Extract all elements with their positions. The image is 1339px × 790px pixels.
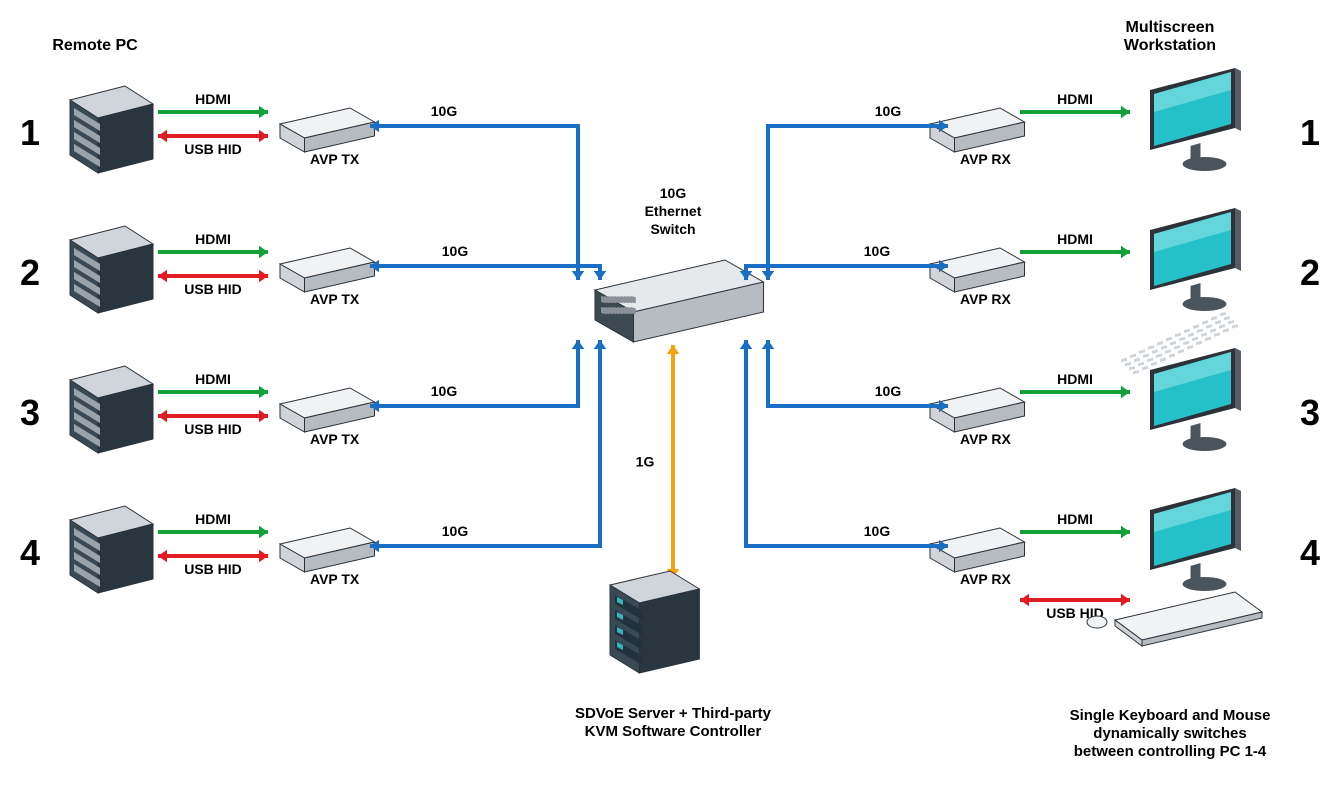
svg-text:10G: 10G (431, 383, 458, 399)
svg-text:10G: 10G (442, 243, 469, 259)
svg-text:AVP RX: AVP RX (960, 291, 1011, 307)
svg-text:dynamically switches: dynamically switches (1093, 725, 1246, 742)
svg-text:HDMI: HDMI (195, 91, 231, 107)
svg-text:10G: 10G (875, 383, 902, 399)
row-num-right-2: 2 (1300, 252, 1320, 293)
svg-text:HDMI: HDMI (1057, 511, 1093, 527)
svg-text:Workstation: Workstation (1124, 37, 1216, 54)
svg-text:HDMI: HDMI (1057, 371, 1093, 387)
svg-text:USB HID: USB HID (184, 561, 242, 577)
title-right: Multiscreen (1126, 19, 1215, 36)
svg-text:USB HID: USB HID (184, 421, 242, 437)
svg-text:AVP TX: AVP TX (310, 431, 360, 447)
svg-text:SDVoE Server + Third-party: SDVoE Server + Third-party (575, 705, 772, 722)
svg-text:between controlling PC 1-4: between controlling PC 1-4 (1074, 743, 1267, 760)
svg-text:USB HID: USB HID (184, 281, 242, 297)
svg-text:1G: 1G (636, 454, 655, 470)
svg-text:AVP TX: AVP TX (310, 291, 360, 307)
svg-text:HDMI: HDMI (195, 231, 231, 247)
mouse-icon (1087, 616, 1107, 628)
svg-text:KVM Software Controller: KVM Software Controller (585, 723, 762, 740)
svg-text:10G: 10G (442, 523, 469, 539)
svg-text:Remote PC: Remote PC (52, 37, 138, 54)
svg-text:Ethernet: Ethernet (645, 203, 702, 219)
svg-text:10G: 10G (660, 185, 687, 201)
svg-text:HDMI: HDMI (195, 511, 231, 527)
svg-text:HDMI: HDMI (1057, 91, 1093, 107)
svg-text:10G: 10G (864, 243, 891, 259)
svg-text:AVP RX: AVP RX (960, 151, 1011, 167)
svg-text:10G: 10G (431, 103, 458, 119)
svg-text:AVP RX: AVP RX (960, 571, 1011, 587)
svg-text:AVP RX: AVP RX (960, 431, 1011, 447)
svg-text:HDMI: HDMI (195, 371, 231, 387)
row-num-right-1: 1 (1300, 112, 1320, 153)
svg-text:Switch: Switch (650, 221, 695, 237)
row-num-right-4: 4 (1300, 532, 1320, 573)
row-num-left-4: 4 (20, 532, 40, 573)
svg-text:HDMI: HDMI (1057, 231, 1093, 247)
svg-text:Single Keyboard and Mouse: Single Keyboard and Mouse (1070, 707, 1271, 724)
row-num-left-3: 3 (20, 392, 40, 433)
svg-text:AVP TX: AVP TX (310, 151, 360, 167)
svg-text:AVP TX: AVP TX (310, 571, 360, 587)
svg-text:10G: 10G (875, 103, 902, 119)
row-num-left-2: 2 (20, 252, 40, 293)
svg-text:USB HID: USB HID (184, 141, 242, 157)
row-num-right-3: 3 (1300, 392, 1320, 433)
svg-text:10G: 10G (864, 523, 891, 539)
row-num-left-1: 1 (20, 112, 40, 153)
